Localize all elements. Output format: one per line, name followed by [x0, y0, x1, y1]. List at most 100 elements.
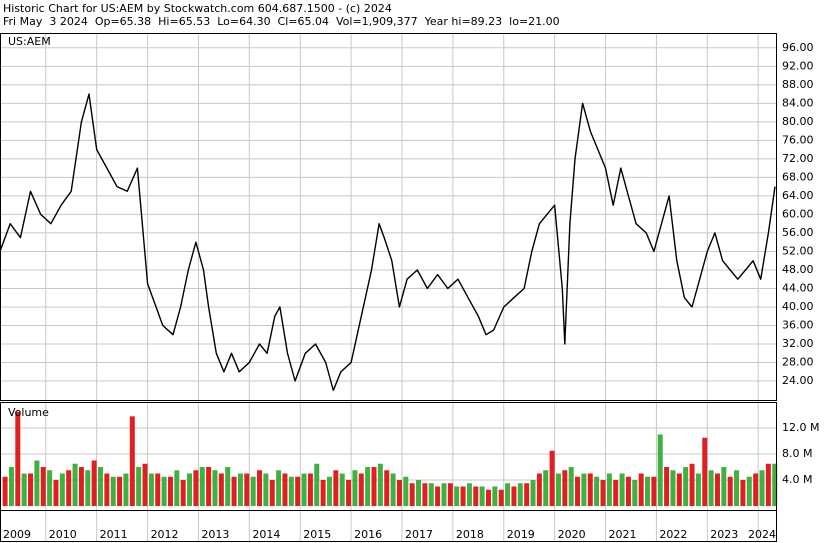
x-tick-label: 2019 [507, 528, 535, 541]
marks-layer [0, 93, 778, 506]
volume-bar [435, 486, 441, 506]
x-tick-label: 2017 [405, 528, 433, 541]
volume-bar [15, 411, 21, 506]
volume-bar [409, 483, 415, 506]
volume-bar [136, 467, 142, 506]
volume-bar [765, 463, 771, 506]
volume-bar [8, 467, 14, 506]
volume-bar [72, 463, 78, 506]
volume-bar [759, 470, 765, 506]
volume-bar [91, 460, 97, 506]
volume-bar [276, 470, 282, 506]
volume-bar [479, 486, 485, 506]
y-tick-label: 44.00 [782, 281, 814, 294]
volume-bar [59, 473, 65, 506]
volume-bar [619, 473, 625, 506]
volume-bar [416, 480, 422, 506]
volume-bar [218, 473, 224, 506]
volume-bar [288, 476, 294, 506]
x-tick-label: 2021 [609, 528, 637, 541]
y-tick-label: 4.0 M [782, 473, 812, 486]
y-tick-label: 60.00 [782, 207, 814, 220]
volume-bar [587, 473, 593, 506]
y-tick-label: 52.00 [782, 244, 814, 257]
volume-bar [212, 470, 218, 506]
x-tick-label: 2020 [558, 528, 586, 541]
volume-bar [384, 470, 390, 506]
grid-layer: 24.00 28.00 32.00 36.00 40.00 44.00 48.00 52.00… [0, 33, 819, 541]
volume-bar [753, 473, 759, 506]
volume-bar [594, 476, 600, 506]
volume-bar [104, 473, 110, 506]
volume-bar [167, 476, 173, 506]
volume-bar [263, 473, 269, 506]
volume-bar [721, 467, 727, 506]
volume-bar [2, 476, 8, 506]
volume-bar [575, 476, 581, 506]
y-tick-label: 68.00 [782, 170, 814, 183]
y-tick-label: 72.00 [782, 152, 814, 165]
volume-bar [123, 473, 129, 506]
volume-bar [47, 470, 53, 506]
volume-bar [517, 483, 523, 506]
volume-bar [485, 489, 491, 506]
volume-bar [600, 480, 606, 506]
volume-bar [734, 470, 740, 506]
volume-bar [206, 467, 212, 506]
volume-bar [645, 476, 651, 506]
volume-bar [282, 473, 288, 506]
header-line: Fri May 3 2024 Op=65.38 Hi=65.53 Lo=64.3… [3, 15, 560, 28]
volume-bar [53, 480, 59, 506]
volume-bar [625, 476, 631, 506]
volume-bar [301, 473, 307, 506]
volume-bar [460, 486, 466, 506]
volume-bar [403, 476, 409, 506]
panel-label: US:AEM [8, 35, 51, 48]
volume-bar [129, 416, 135, 506]
volume-bar [568, 467, 574, 506]
volume-bar [606, 473, 612, 506]
x-tick-label: 2012 [151, 528, 179, 541]
x-tick-label: 2022 [659, 528, 687, 541]
volume-bar [187, 473, 193, 506]
y-tick-label: 12.0 M [782, 421, 819, 434]
y-tick-label: 8.0 M [782, 447, 812, 460]
panel-label: Volume [8, 406, 49, 419]
volume-bar [307, 473, 313, 506]
volume-bar [492, 486, 498, 506]
volume-bar [180, 480, 186, 506]
x-tick-label: 2024 [748, 528, 776, 541]
volume-bar [473, 486, 479, 506]
volume-bar [85, 470, 91, 506]
volume-bar [498, 489, 504, 506]
volume-bar [428, 483, 434, 506]
volume-bar [269, 480, 275, 506]
volume-bar [447, 483, 453, 506]
volume-bar [346, 480, 352, 506]
volume-bar [237, 473, 243, 506]
volume-bar [34, 460, 40, 506]
y-tick-label: 40.00 [782, 300, 814, 313]
volume-bar [326, 476, 332, 506]
volume-bar [78, 467, 84, 506]
y-tick-label: 48.00 [782, 263, 814, 276]
volume-bar [466, 483, 472, 506]
y-tick-label: 56.00 [782, 226, 814, 239]
volume-bar [174, 470, 180, 506]
y-tick-label: 88.00 [782, 78, 814, 91]
volume-bar [320, 480, 326, 506]
volume-bar [117, 476, 123, 506]
x-tick-label: 2015 [303, 528, 331, 541]
volume-bar [670, 470, 676, 506]
volume-bar [66, 470, 72, 506]
volume-bar [708, 470, 714, 506]
volume-bar [689, 463, 695, 506]
volume-bar [714, 473, 720, 506]
volume-bar [231, 476, 237, 506]
volume-bar [422, 483, 428, 506]
x-axis-frame [0, 510, 777, 542]
x-tick-label: 2013 [201, 528, 229, 541]
volume-bar [702, 437, 708, 506]
volume-bar [676, 473, 682, 506]
